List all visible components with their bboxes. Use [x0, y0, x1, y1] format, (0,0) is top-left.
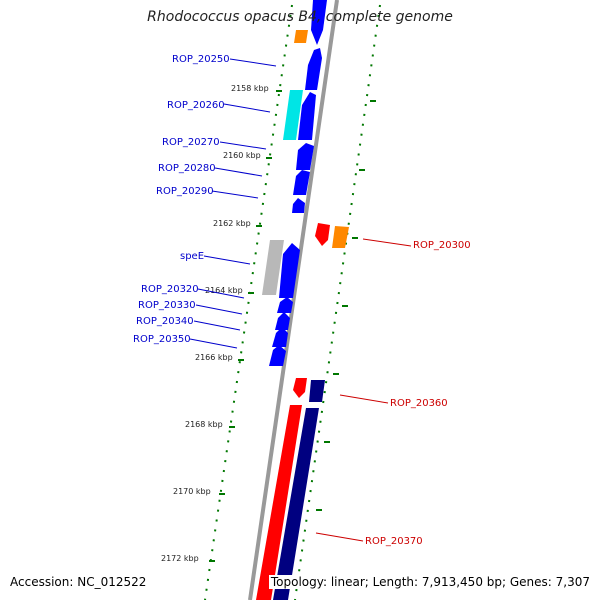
label-rop-20330[interactable]: ROP_20330 [138, 300, 196, 311]
right-label-leaders [315, 238, 412, 542]
reverse-strand-genes [256, 223, 349, 600]
label-rop-20360[interactable]: ROP_20360 [390, 398, 448, 409]
gene-rop-20250 [305, 48, 322, 90]
outer-right-dotted-track [294, 4, 381, 600]
map-title: Rhodococcus opacus B4, complete genome [147, 9, 453, 25]
label-rop-20300[interactable]: ROP_20300 [413, 240, 471, 251]
label-rop-20290[interactable]: ROP_20290 [156, 186, 214, 197]
label-rop-20320[interactable]: ROP_20320 [141, 284, 199, 295]
gene-rop-20280 [293, 170, 310, 195]
gene-spee [279, 243, 300, 298]
gene-rop-20330 [275, 312, 290, 330]
forward-strand-genes [262, 0, 327, 366]
gene-rop-20340 [272, 327, 288, 347]
gene-rop-20360-red [293, 378, 307, 398]
gene-rop-20260-cyan [283, 90, 303, 140]
tick-label-2160: 2160 kbp [223, 151, 261, 160]
tick-label-2170: 2170 kbp [173, 487, 211, 496]
left-label-leaders [189, 58, 277, 349]
gene-rop-20260 [298, 92, 316, 140]
genome-summary: Topology: linear; Length: 7,913,450 bp; … [268, 575, 592, 589]
gene-rop-20300-orange [332, 226, 349, 248]
left-labels: ROP_20250 ROP_20260 ROP_20270 ROP_20280 … [133, 54, 230, 345]
gene-rop-20370-red [256, 405, 302, 600]
gene-rop-20290 [292, 198, 305, 213]
tick-label-2158: 2158 kbp [231, 84, 269, 93]
gene-gray [262, 240, 284, 295]
genome-backbone [248, 0, 339, 600]
gene-rop-20320 [277, 297, 293, 313]
label-spee[interactable]: speE [180, 251, 204, 262]
tick-label-2168: 2168 kbp [185, 420, 223, 429]
gene-rop-20300-red [315, 223, 330, 246]
tick-label-2164: 2164 kbp [205, 286, 243, 295]
tick-label-2166: 2166 kbp [195, 353, 233, 362]
gene-top-cutoff [311, 0, 327, 45]
accession-text: Accession: NC_012522 [8, 575, 149, 589]
inner-left-dotted-track [204, 4, 293, 600]
tick-label-2172: 2172 kbp [161, 554, 199, 563]
gene-orange-top [294, 30, 308, 43]
gene-rop-20350 [269, 345, 286, 366]
label-rop-20340[interactable]: ROP_20340 [136, 316, 194, 327]
label-rop-20350[interactable]: ROP_20350 [133, 334, 191, 345]
label-rop-20250[interactable]: ROP_20250 [172, 54, 230, 65]
gene-rop-20370-navy [273, 408, 319, 600]
right-labels: ROP_20300 ROP_20360 ROP_20370 [365, 240, 471, 547]
label-rop-20270[interactable]: ROP_20270 [162, 137, 220, 148]
label-rop-20370[interactable]: ROP_20370 [365, 536, 423, 547]
gene-rop-20270 [296, 143, 314, 170]
gene-rop-20360-navy [309, 380, 325, 402]
label-rop-20260[interactable]: ROP_20260 [167, 100, 225, 111]
tick-labels: 2158 kbp 2160 kbp 2162 kbp 2164 kbp 2166… [161, 84, 269, 563]
tick-label-2162: 2162 kbp [213, 219, 251, 228]
label-rop-20280[interactable]: ROP_20280 [158, 163, 216, 174]
